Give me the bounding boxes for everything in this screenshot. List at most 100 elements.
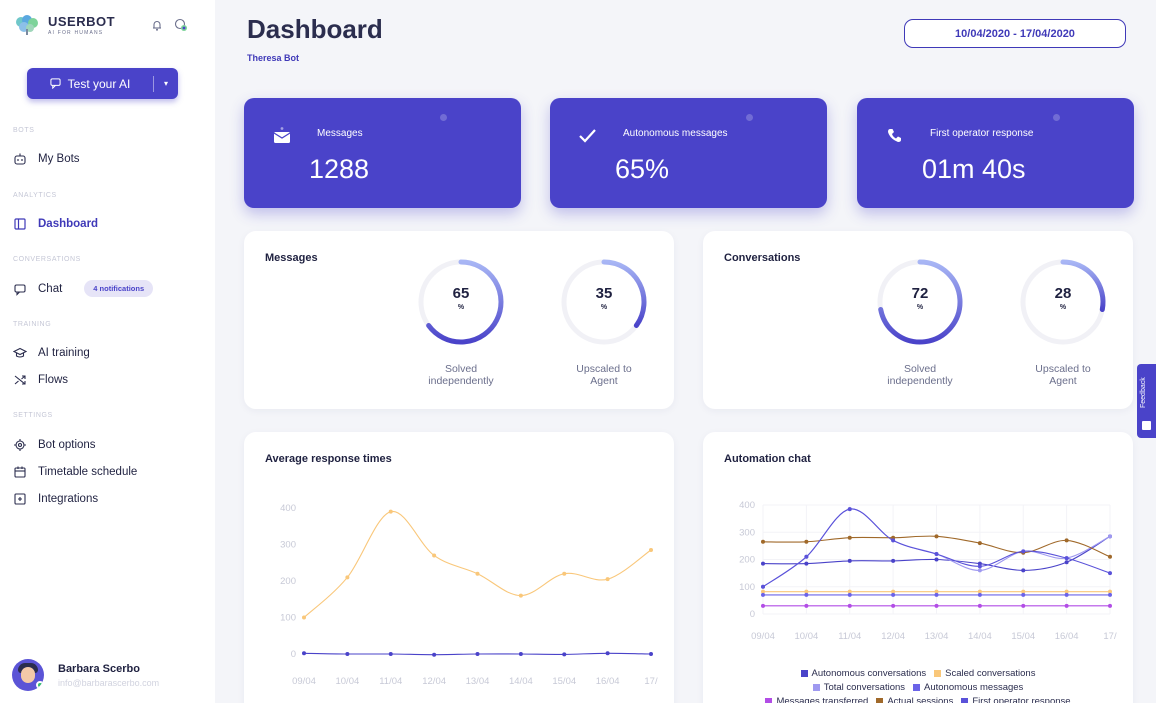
legend-swatch (913, 684, 921, 691)
chevron-down-icon[interactable]: ▾ (163, 79, 168, 88)
section-conversations: CONVERSATIONS (13, 256, 81, 263)
data-point (1064, 592, 1069, 597)
palette-icon[interactable] (174, 18, 188, 32)
test-your-ai-main[interactable]: Test your AI (27, 68, 153, 99)
feedback-label: Feedback (1140, 377, 1147, 408)
feedback-tab[interactable]: Feedback (1137, 364, 1156, 438)
x-tick-label: 16/04 (1055, 631, 1079, 642)
x-tick-label: 11/04 (838, 631, 861, 642)
chart-title: Automation chat (724, 453, 811, 465)
legend-item[interactable]: Autonomous messages (913, 681, 1023, 694)
data-point (761, 561, 765, 566)
data-point (761, 603, 765, 608)
automation-chat-chart: 0 100 200 300 400 09/04 10/04 11/04 12/04 13/04 14… (739, 500, 1117, 642)
data-point (518, 652, 523, 656)
stat-card-messages: Messages 1288 (244, 98, 521, 208)
sidebar-item-label: Chat (38, 282, 63, 295)
donut-solved: 65 % (416, 257, 506, 347)
gear-icon (13, 438, 27, 452)
data-point (934, 534, 939, 539)
data-point (847, 507, 852, 512)
data-point (562, 571, 567, 576)
legend-label: Actual sessions (887, 696, 954, 703)
date-range-picker[interactable]: 10/04/2020 - 17/04/2020 (904, 19, 1126, 48)
sidebar-item-integrations[interactable]: Integrations (13, 492, 98, 506)
data-point (302, 615, 306, 620)
data-point (934, 603, 939, 608)
sidebar-item-dashboard[interactable]: Dashboard (13, 217, 98, 231)
robot-icon (13, 152, 27, 166)
x-tick-label: 17/ (644, 676, 658, 687)
donut-caption: Upscaled to Agent (1035, 363, 1091, 387)
average-response-times-chart: 0 100 200 300 400 09/04 10/04 11/04 12/04 13/04 14… (280, 503, 658, 687)
legend-item[interactable]: Total conversations (812, 681, 905, 694)
donut-value: 35 (595, 285, 613, 302)
donut-value: 28 (1054, 285, 1072, 302)
stat-card-autonomous-messages: Autonomous messages 65% (550, 98, 827, 208)
graduation-cap-icon (13, 346, 27, 360)
legend-row: Total conversations Autonomous messages (703, 681, 1133, 695)
user-profile[interactable]: Barbara Scerbo info@barbarascerbo.com (12, 659, 159, 691)
y-tick-label: 200 (739, 555, 755, 566)
y-tick-label: 300 (739, 527, 755, 538)
donut-unit: % (916, 304, 924, 311)
chat-icon (13, 282, 27, 296)
legend-item[interactable]: Messages transferred (765, 695, 868, 703)
sidebar-item-bot-options[interactable]: Bot options (13, 438, 96, 452)
legend-item[interactable]: Scaled conversations (934, 667, 1035, 680)
donut-upscaled: 35 % (559, 257, 649, 347)
stat-label: First operator response (930, 128, 1034, 139)
data-point (388, 509, 393, 514)
chat-icon (50, 78, 61, 89)
x-tick-label: 16/04 (596, 676, 620, 687)
sidebar-item-my-bots[interactable]: My Bots (13, 152, 80, 166)
donut-unit: % (1059, 304, 1067, 311)
sidebar-item-ai-training[interactable]: AI training (13, 346, 90, 360)
section-bots: BOTS (13, 127, 35, 134)
data-point (475, 571, 480, 576)
y-tick-label: 0 (291, 649, 296, 660)
stat-value: 65% (615, 154, 670, 184)
legend-row: Autonomous conversations Scaled conversat… (703, 667, 1133, 681)
legend-label: Scaled conversations (945, 668, 1036, 679)
sidebar-item-timetable-schedule[interactable]: Timetable schedule (13, 465, 137, 479)
data-point (649, 547, 653, 552)
data-point (345, 652, 350, 656)
legend-item[interactable]: First operator response (961, 695, 1071, 703)
notifications-badge[interactable]: 4 notifications (84, 280, 154, 297)
brand-logo[interactable]: USERBOT AI FOR HUMANS (12, 14, 115, 36)
legend-item[interactable]: Autonomous conversations (800, 667, 927, 680)
data-point (977, 541, 982, 546)
data-point (1064, 538, 1069, 543)
bot-name: Theresa Bot (247, 53, 300, 63)
legend-item[interactable]: Actual sessions (876, 695, 953, 703)
data-point (1021, 549, 1026, 554)
sidebar-item-label: Dashboard (38, 218, 99, 230)
legend-label: Autonomous conversations (811, 668, 927, 679)
chart-title: Average response times (265, 453, 392, 465)
test-your-ai-button[interactable]: Test your AI ▾ (27, 68, 178, 99)
sidebar-item-label: Timetable schedule (38, 466, 138, 478)
donut-arc (1060, 259, 1106, 312)
donut-caption: Solved independently (428, 363, 494, 387)
data-point (934, 552, 939, 557)
panel-title: Conversations (724, 252, 801, 264)
data-point (977, 568, 982, 573)
legend-swatch (961, 698, 969, 703)
checkmark-icon (579, 129, 596, 143)
y-tick-label: 100 (739, 582, 755, 593)
sidebar-item-label: Flows (38, 374, 69, 386)
sidebar-item-flows[interactable]: Flows (13, 373, 68, 387)
user-email: info@barbarascerbo.com (58, 677, 160, 688)
sidebar-item-chat[interactable]: Chat 4 notifications (13, 280, 154, 297)
sidebar: USERBOT AI FOR HUMANS Test your AI ▾ BOT… (0, 0, 215, 703)
bell-icon[interactable] (150, 18, 164, 32)
data-point (761, 539, 765, 544)
data-point (977, 603, 982, 608)
section-training: TRAINING (13, 321, 52, 328)
average-response-times-panel: Average response times 0 100 200 300 400 09/0… (244, 432, 674, 703)
sidebar-item-label: Integrations (38, 493, 99, 505)
conversations-panel: Conversations 72 % Solved independently 2… (703, 231, 1133, 409)
data-point (977, 564, 982, 569)
brain-icon (16, 15, 38, 35)
